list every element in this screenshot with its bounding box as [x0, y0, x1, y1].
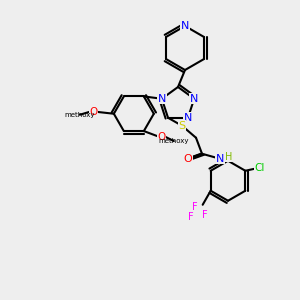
Text: methoxy: methoxy [64, 112, 95, 118]
Text: Cl: Cl [254, 163, 265, 173]
Text: N: N [184, 113, 192, 123]
Text: F: F [202, 210, 208, 220]
Text: methoxy: methoxy [159, 138, 189, 144]
Text: H: H [225, 152, 233, 162]
Text: N: N [158, 94, 166, 104]
Text: F: F [192, 202, 197, 212]
Text: N: N [190, 94, 198, 104]
Text: O: O [90, 107, 98, 117]
Text: S: S [178, 121, 186, 131]
Text: O: O [158, 132, 166, 142]
Text: N: N [181, 21, 189, 31]
Text: N: N [216, 154, 224, 164]
Text: F: F [188, 212, 194, 222]
Text: O: O [184, 154, 192, 164]
